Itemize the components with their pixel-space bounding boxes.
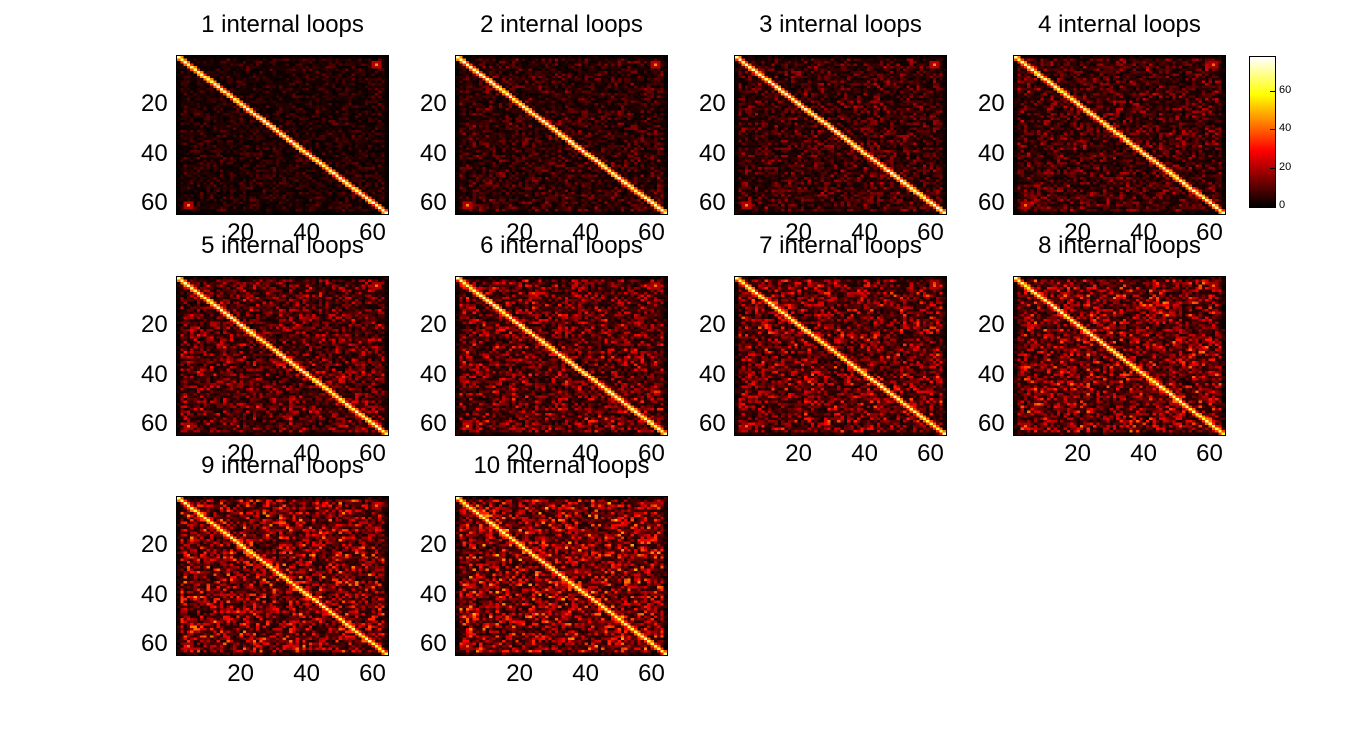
y-tick-label: 60: [420, 188, 447, 216]
colorbar-tick: [1270, 167, 1275, 169]
y-tick-label: 20: [978, 90, 1005, 118]
heatmap-image: [734, 55, 947, 215]
x-tick-label: 20: [506, 219, 533, 246]
x-tick-label: 60: [917, 440, 944, 467]
x-tick-label: 40: [293, 660, 320, 687]
x-tick-label: 40: [851, 219, 878, 246]
y-tick-label: 20: [420, 90, 447, 118]
panel-title: 6 internal loops: [480, 232, 643, 259]
x-tick-label: 60: [638, 440, 665, 467]
x-tick-label: 60: [917, 219, 944, 246]
y-tick-label: 60: [978, 188, 1005, 216]
x-tick-label: 60: [1196, 440, 1223, 467]
y-tick-label: 60: [420, 409, 447, 437]
heatmap-image: [176, 55, 389, 215]
panel-title: 4 internal loops: [1038, 11, 1201, 38]
x-tick-label: 40: [293, 219, 320, 246]
x-tick-label: 20: [506, 660, 533, 687]
panel-title: 8 internal loops: [1038, 232, 1201, 259]
y-tick-label: 40: [699, 139, 726, 167]
y-tick-label: 40: [699, 360, 726, 388]
x-tick-label: 20: [785, 440, 812, 467]
x-tick-label: 20: [227, 660, 254, 687]
heatmap-image: [1013, 55, 1226, 215]
y-tick-label: 40: [141, 139, 168, 167]
y-tick-label: 20: [141, 90, 168, 118]
colorbar-tick: [1270, 129, 1275, 131]
x-tick-label: 20: [227, 219, 254, 246]
colorbar-tick-label: 40: [1279, 122, 1292, 135]
x-tick-label: 20: [227, 440, 254, 467]
y-tick-label: 60: [420, 629, 447, 657]
heatmap-image: [734, 276, 947, 436]
x-tick-label: 20: [506, 440, 533, 467]
y-tick-label: 20: [141, 311, 168, 339]
x-tick-label: 40: [851, 440, 878, 467]
colorbar-tick-label: 60: [1279, 83, 1292, 96]
y-tick-label: 40: [978, 360, 1005, 388]
y-tick-label: 40: [141, 360, 168, 388]
y-tick-label: 60: [141, 409, 168, 437]
x-tick-label: 20: [1064, 440, 1091, 467]
colorbar-tick-label: 0: [1279, 199, 1286, 211]
heatmap-image: [176, 496, 389, 656]
y-tick-label: 60: [141, 188, 168, 216]
y-tick-label: 20: [978, 311, 1005, 339]
y-tick-label: 20: [420, 531, 447, 559]
panel-title: 10 internal loops: [473, 452, 650, 479]
x-tick-label: 40: [293, 440, 320, 467]
colorbar-gradient: [1249, 56, 1276, 208]
x-tick-label: 60: [638, 219, 665, 246]
x-tick-label: 40: [1130, 219, 1157, 246]
heatmap-image: [455, 276, 668, 436]
x-tick-label: 20: [1064, 219, 1091, 246]
y-tick-label: 60: [699, 188, 726, 216]
panel-title: 9 internal loops: [201, 452, 364, 479]
y-tick-label: 20: [141, 531, 168, 559]
x-tick-label: 40: [572, 440, 599, 467]
panel-title: 1 internal loops: [201, 11, 364, 38]
x-tick-label: 60: [359, 219, 386, 246]
colorbar-tick-label: 20: [1279, 160, 1292, 173]
y-tick-label: 40: [141, 580, 168, 608]
colorbar-tick: [1270, 206, 1275, 207]
heatmap-image: [455, 496, 668, 656]
x-tick-label: 40: [572, 219, 599, 246]
y-tick-label: 40: [420, 139, 447, 167]
y-tick-label: 60: [141, 629, 168, 657]
y-tick-label: 60: [978, 409, 1005, 437]
x-tick-label: 60: [638, 660, 665, 687]
x-tick-label: 60: [359, 660, 386, 687]
x-tick-label: 60: [1196, 219, 1223, 246]
x-tick-label: 60: [359, 440, 386, 467]
colorbar-tick: [1270, 90, 1275, 92]
y-tick-label: 20: [699, 90, 726, 118]
x-tick-label: 20: [785, 219, 812, 246]
x-tick-label: 40: [1130, 440, 1157, 467]
y-tick-label: 40: [978, 139, 1005, 167]
heatmap-image: [1013, 276, 1226, 436]
panel-title: 2 internal loops: [480, 11, 643, 38]
heatmap-image: [455, 55, 668, 215]
y-tick-label: 40: [420, 360, 447, 388]
x-tick-label: 40: [572, 660, 599, 687]
heatmap-image: [176, 276, 389, 436]
y-tick-label: 20: [699, 311, 726, 339]
panel-title: 5 internal loops: [201, 232, 364, 259]
panel-title: 7 internal loops: [759, 232, 922, 259]
y-tick-label: 20: [420, 311, 447, 339]
panel-title: 3 internal loops: [759, 11, 922, 38]
y-tick-label: 40: [420, 580, 447, 608]
y-tick-label: 60: [699, 409, 726, 437]
